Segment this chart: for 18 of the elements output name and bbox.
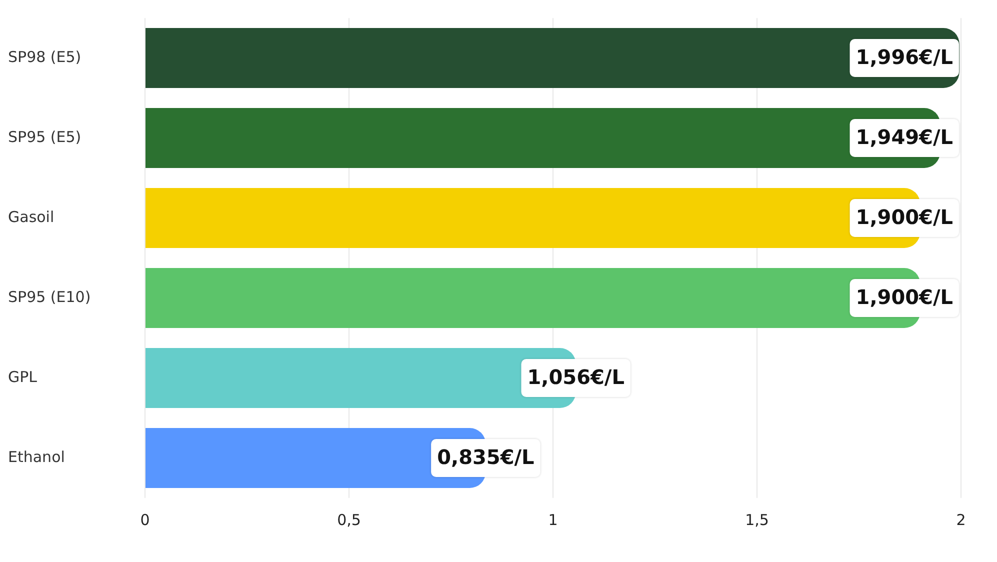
bar	[146, 28, 960, 88]
y-tick-label: SP95 (E5)	[8, 128, 82, 146]
data-label: 1,996€/L	[856, 45, 954, 70]
x-tick-label: 0	[140, 510, 150, 529]
y-tick-label: Gasoil	[8, 208, 54, 226]
y-tick-label: SP95 (E10)	[8, 288, 91, 306]
data-label: 1,949€/L	[856, 125, 954, 150]
x-tick-label: 1	[548, 510, 558, 529]
data-label: 1,900€/L	[856, 205, 954, 230]
data-label: 0,835€/L	[437, 445, 535, 470]
x-tick-label: 2	[956, 510, 966, 529]
x-tick-label: 0,5	[337, 510, 361, 529]
y-tick-label: Ethanol	[8, 448, 65, 466]
y-tick-label: GPL	[8, 368, 38, 386]
x-tick-label: 1,5	[745, 510, 769, 529]
y-tick-label: SP98 (E5)	[8, 48, 82, 66]
data-label: 1,056€/L	[527, 365, 625, 390]
data-label: 1,900€/L	[856, 285, 954, 310]
